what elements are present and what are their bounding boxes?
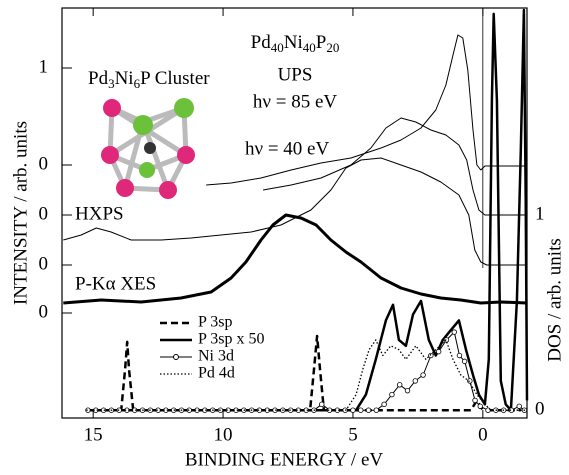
series-marker	[428, 352, 434, 359]
series-marker	[381, 401, 387, 408]
series-marker	[435, 348, 442, 355]
y-tick-label: 0	[39, 203, 49, 224]
subscript: 40	[271, 40, 284, 55]
legend-label: P 3sp x 50	[198, 331, 265, 348]
y-tick-label: 0	[39, 301, 49, 322]
text-part: P Cluster	[140, 68, 210, 89]
annotation: HXPS	[75, 203, 124, 224]
subscript: 6	[134, 76, 141, 91]
chart-title: Pd40Ni40P20	[251, 32, 340, 55]
series-marker	[456, 352, 463, 359]
series-line	[63, 157, 527, 266]
y-tick-label: 0	[39, 153, 49, 174]
series-marker	[358, 407, 364, 413]
annotation: P-Kα XES	[75, 273, 156, 294]
text-part: Ni	[115, 68, 134, 89]
annotation: hν = 85 eV	[253, 91, 337, 112]
legend-marker	[173, 354, 179, 360]
legend-label: Pd 4d	[198, 365, 235, 382]
text-part: Pd	[251, 32, 272, 53]
series-line	[206, 34, 527, 186]
series-marker	[397, 382, 403, 388]
annotation: hν = 40 eV	[245, 138, 329, 159]
text-part: P	[316, 32, 327, 53]
series-marker	[461, 358, 468, 365]
series-marker	[472, 397, 478, 404]
series-marker	[186, 407, 192, 413]
text-part: Pd	[88, 68, 109, 89]
series-marker	[373, 407, 380, 413]
y-tick-label: 0	[39, 253, 49, 274]
series-marker	[319, 401, 325, 408]
series-marker	[516, 403, 522, 409]
x-tick-label: 5	[348, 424, 358, 445]
series-marker	[365, 407, 372, 413]
y2-tick-label: 0	[535, 399, 545, 420]
y-axis-label: INTENSITY / arb. units	[10, 121, 31, 305]
series-marker	[404, 387, 411, 394]
x-tick-label: 15	[84, 424, 103, 445]
legend-label: Ni 3d	[198, 348, 234, 365]
series-marker	[389, 391, 395, 398]
series-marker	[350, 407, 356, 413]
y2-axis-label: DOS / arb. units	[544, 238, 565, 362]
subscript: 3	[108, 76, 115, 91]
cluster-label: Pd3Ni6P Cluster	[88, 68, 210, 91]
subscript: 20	[326, 40, 339, 55]
cluster-illustration	[101, 98, 195, 199]
series-line	[86, 339, 527, 411]
series-marker	[412, 378, 418, 384]
x-tick-label: 0	[478, 424, 488, 445]
series-marker	[342, 407, 348, 413]
series-marker	[451, 329, 457, 335]
y2-tick-label: 1	[535, 203, 545, 224]
series-marker	[420, 372, 426, 378]
subscript: 40	[303, 40, 316, 55]
series-line	[263, 117, 527, 216]
annotation: UPS	[278, 64, 313, 85]
series-marker	[477, 403, 483, 409]
series-marker	[467, 378, 473, 384]
series-line	[86, 334, 521, 412]
x-axis-label: BINDING ENERGY / eV	[185, 449, 384, 470]
series-line	[63, 213, 528, 305]
text-part: Ni	[284, 32, 303, 53]
x-tick-label: 10	[214, 424, 233, 445]
y-tick-label: 1	[39, 56, 49, 77]
legend-label: P 3sp	[198, 314, 233, 331]
